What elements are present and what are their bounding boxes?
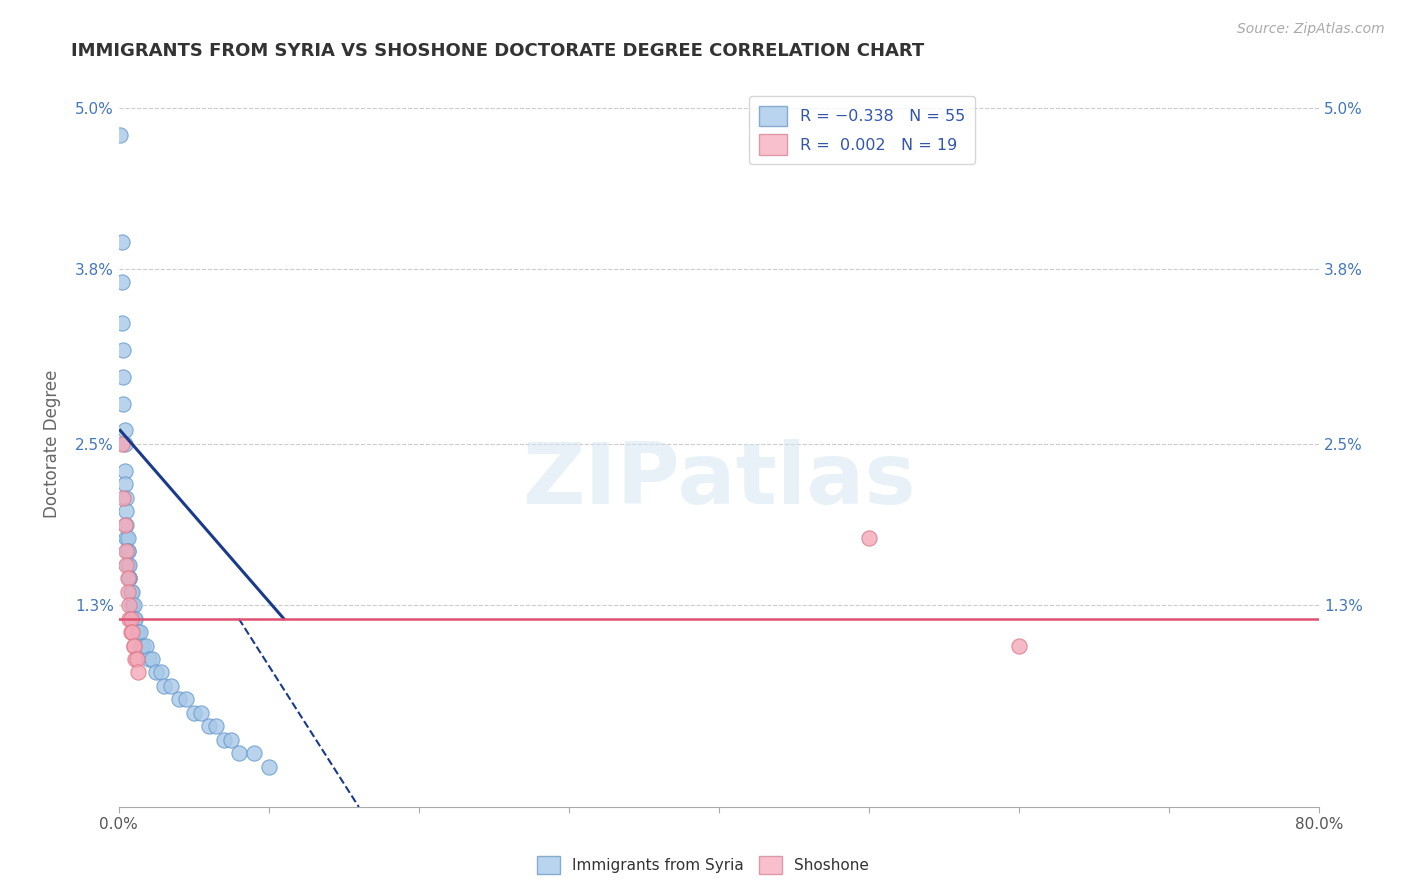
- Point: [117, 544, 139, 558]
- Point: [174, 692, 197, 706]
- Point: [141, 652, 163, 666]
- Point: [122, 639, 145, 653]
- Point: [120, 584, 142, 599]
- Point: [124, 612, 146, 626]
- Y-axis label: Doctorate Degree: Doctorate Degree: [44, 369, 60, 518]
- Point: [118, 612, 141, 626]
- Point: [111, 235, 134, 249]
- Point: [121, 584, 143, 599]
- Point: [120, 584, 142, 599]
- Point: [112, 343, 135, 357]
- Text: Source: ZipAtlas.com: Source: ZipAtlas.com: [1237, 22, 1385, 37]
- Point: [118, 571, 141, 585]
- Point: [115, 558, 138, 572]
- Point: [117, 544, 139, 558]
- Legend: R = −0.338   N = 55, R =  0.002   N = 19: R = −0.338 N = 55, R = 0.002 N = 19: [749, 96, 974, 164]
- Point: [127, 665, 149, 680]
- Point: [152, 679, 174, 693]
- Point: [111, 437, 134, 451]
- Point: [1008, 639, 1031, 653]
- Point: [160, 679, 183, 693]
- Point: [114, 517, 136, 532]
- Point: [135, 639, 157, 653]
- Point: [138, 652, 160, 666]
- Point: [205, 719, 228, 733]
- Point: [112, 369, 135, 384]
- Point: [858, 531, 880, 545]
- Point: [115, 517, 138, 532]
- Point: [111, 316, 134, 330]
- Point: [121, 599, 143, 613]
- Point: [127, 625, 149, 640]
- Point: [118, 558, 141, 572]
- Point: [114, 437, 136, 451]
- Point: [120, 625, 142, 640]
- Point: [167, 692, 190, 706]
- Point: [212, 732, 235, 747]
- Point: [114, 424, 136, 438]
- Point: [114, 464, 136, 478]
- Point: [117, 571, 139, 585]
- Legend: Immigrants from Syria, Shoshone: Immigrants from Syria, Shoshone: [531, 850, 875, 880]
- Text: IMMIGRANTS FROM SYRIA VS SHOSHONE DOCTORATE DEGREE CORRELATION CHART: IMMIGRANTS FROM SYRIA VS SHOSHONE DOCTOR…: [70, 42, 924, 60]
- Point: [122, 639, 145, 653]
- Point: [121, 599, 143, 613]
- Point: [149, 665, 172, 680]
- Point: [125, 652, 148, 666]
- Point: [120, 612, 142, 626]
- Point: [197, 719, 219, 733]
- Point: [118, 599, 141, 613]
- Point: [114, 477, 136, 491]
- Point: [112, 491, 135, 505]
- Point: [243, 746, 266, 760]
- Point: [128, 625, 150, 640]
- Point: [117, 558, 139, 572]
- Point: [111, 276, 134, 290]
- Point: [257, 759, 280, 773]
- Point: [115, 491, 138, 505]
- Point: [118, 571, 141, 585]
- Point: [121, 625, 143, 640]
- Point: [129, 639, 152, 653]
- Point: [132, 639, 155, 653]
- Point: [117, 584, 139, 599]
- Point: [115, 504, 138, 518]
- Point: [125, 625, 148, 640]
- Point: [115, 531, 138, 545]
- Point: [110, 128, 132, 142]
- Point: [228, 746, 250, 760]
- Point: [117, 531, 139, 545]
- Point: [183, 706, 205, 720]
- Text: ZIPatlas: ZIPatlas: [522, 439, 915, 522]
- Point: [122, 612, 145, 626]
- Point: [122, 612, 145, 626]
- Point: [219, 732, 242, 747]
- Point: [190, 706, 212, 720]
- Point: [145, 665, 167, 680]
- Point: [122, 599, 145, 613]
- Point: [124, 652, 146, 666]
- Point: [115, 544, 138, 558]
- Point: [112, 396, 135, 410]
- Point: [118, 571, 141, 585]
